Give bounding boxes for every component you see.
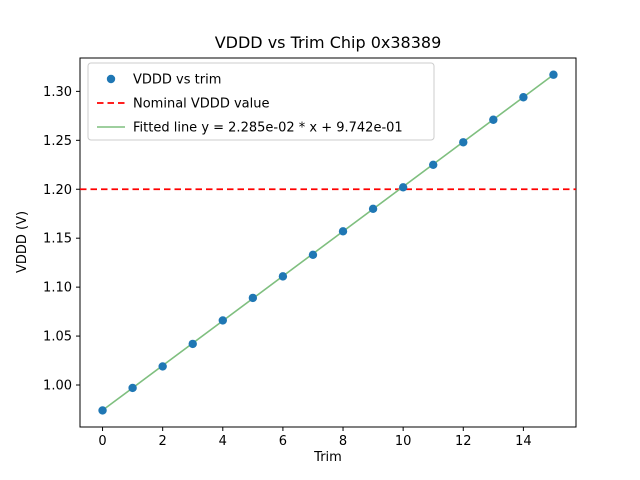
legend-label: Fitted line y = 2.285e-02 * x + 9.742e-0… — [133, 121, 403, 136]
data-point — [128, 383, 137, 393]
x-tick-label: 2 — [159, 434, 167, 449]
x-axis-label: Trim — [313, 450, 342, 465]
data-point — [519, 93, 528, 102]
data-point — [278, 272, 288, 281]
y-tick-label: 1.30 — [43, 85, 72, 100]
legend-frame — [87, 62, 435, 141]
x-tick-label: 4 — [219, 434, 227, 449]
legend-marker-scatter — [106, 74, 116, 84]
y-tick-label: 1.00 — [43, 379, 72, 394]
y-axis-label: VDDD (V) — [15, 211, 30, 273]
data-point — [218, 316, 227, 325]
x-tick-label: 14 — [515, 434, 532, 449]
data-point — [429, 160, 438, 169]
data-point — [459, 138, 468, 147]
x-tick-label: 8 — [339, 434, 347, 449]
legend: VDDD vs trim Nominal VDDD value Fitted lin… — [87, 62, 435, 141]
data-point — [368, 204, 378, 214]
scatter-series — [98, 70, 558, 415]
data-point — [158, 362, 167, 371]
legend-label: VDDD vs trim — [133, 73, 221, 88]
x-tick-label: 10 — [395, 434, 412, 449]
y-axis: 1.00 1.05 1.10 1.15 1.20 1.25 1.30 — [43, 85, 80, 394]
data-point — [248, 293, 258, 303]
legend-label: Nominal VDDD value — [133, 97, 269, 112]
data-point — [489, 115, 498, 124]
x-tick-label: 12 — [455, 434, 472, 449]
y-tick-label: 1.05 — [43, 330, 72, 345]
data-point — [308, 250, 318, 260]
y-tick-label: 1.25 — [43, 134, 72, 149]
chart-content: 0 2 4 6 8 10 12 14 1.00 1.05 1.10 1.15 1.20 1.25 1.30 V… — [43, 57, 577, 449]
chart-title: VDDD vs Trim Chip 0x38389 — [215, 33, 442, 52]
data-point — [188, 339, 197, 349]
y-tick-label: 1.20 — [43, 183, 72, 198]
y-tick-label: 1.10 — [43, 281, 72, 296]
x-tick-label: 0 — [98, 434, 106, 449]
data-point — [398, 183, 408, 192]
data-point — [338, 227, 348, 236]
x-axis: 0 2 4 6 8 10 12 14 — [98, 427, 532, 449]
fitted-line — [102, 74, 554, 411]
data-point — [98, 406, 107, 415]
data-point — [549, 70, 558, 79]
x-tick-label: 6 — [279, 434, 287, 449]
y-tick-label: 1.15 — [43, 232, 72, 247]
axes-frame — [79, 57, 577, 428]
